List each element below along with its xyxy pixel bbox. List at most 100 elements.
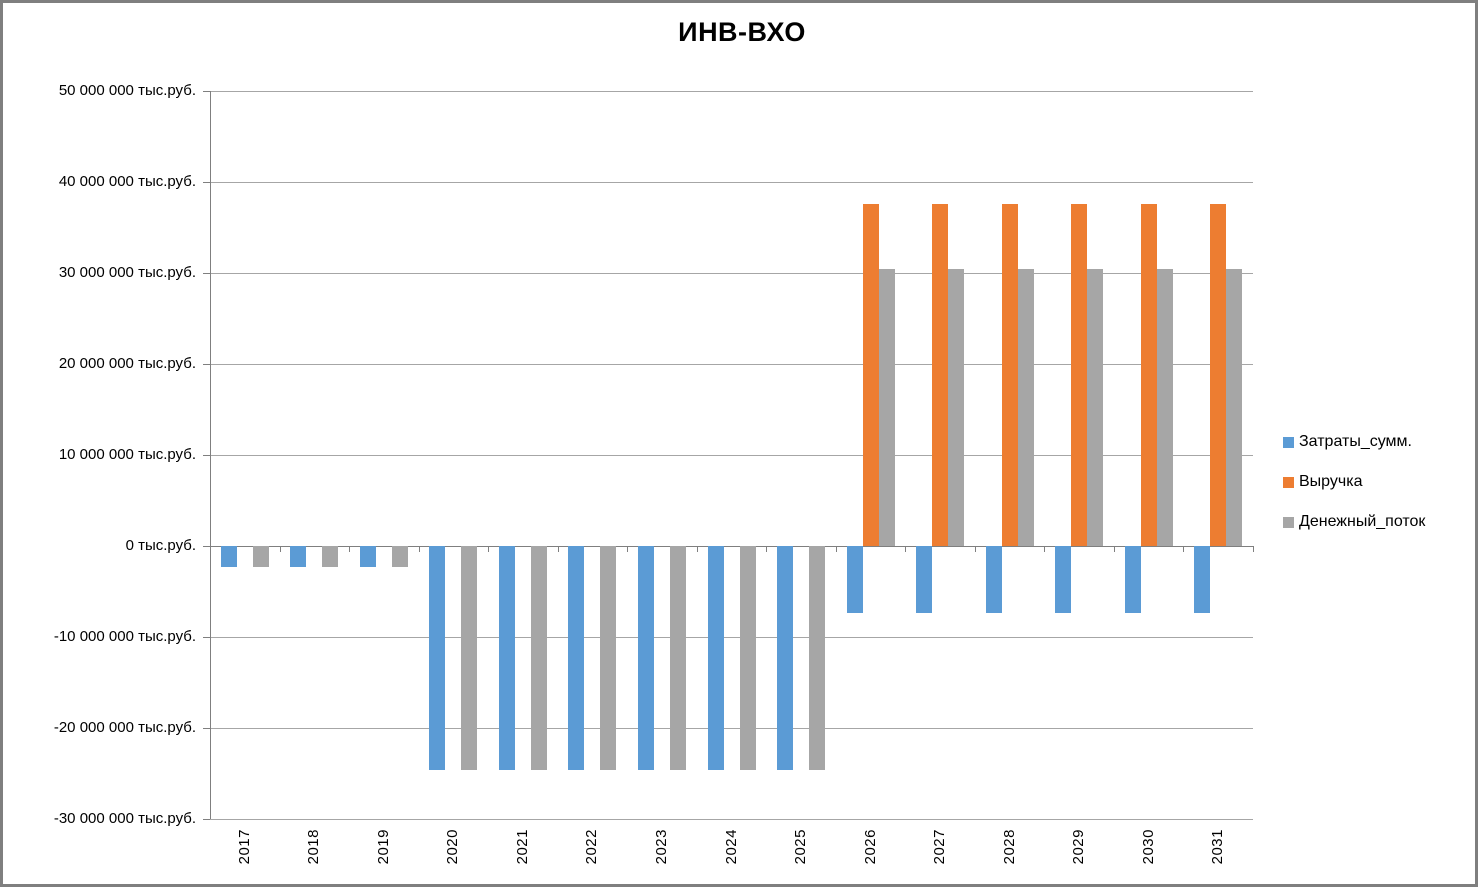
- x-axis-label: 2022: [583, 829, 601, 865]
- legend-label: Затраты_сумм.: [1299, 433, 1412, 450]
- x-axis-tick: [488, 546, 490, 552]
- x-axis-tick: [1044, 546, 1046, 552]
- gridline: [210, 272, 1253, 274]
- x-axis-label: 2023: [652, 829, 670, 865]
- bar-2025: [777, 546, 794, 770]
- gridline: [210, 363, 1253, 365]
- bar-2030: [1124, 546, 1141, 614]
- x-axis-label: 2029: [1070, 829, 1088, 865]
- y-axis-line: [210, 91, 211, 819]
- x-axis-tick: [1113, 546, 1115, 552]
- legend-label: Выручка: [1299, 473, 1363, 490]
- bar-2019: [391, 546, 408, 567]
- x-axis-tick: [835, 546, 837, 552]
- legend-swatch-icon: [1283, 476, 1294, 488]
- gridline: [210, 181, 1253, 183]
- bar-2018: [322, 546, 339, 567]
- x-axis-label: 2018: [305, 829, 323, 865]
- bar-2029: [1087, 269, 1104, 546]
- legend-item: Денежный_поток: [1283, 513, 1425, 531]
- x-axis-tick: [418, 546, 420, 552]
- x-axis-label: 2024: [722, 829, 740, 865]
- y-axis-tick: [203, 454, 210, 456]
- y-axis-tick-label: 40 000 000 тыс.руб.: [58, 173, 196, 190]
- legend-label: Денежный_поток: [1299, 513, 1426, 530]
- y-axis-tick-label: -30 000 000 тыс.руб.: [53, 810, 196, 827]
- y-axis-tick-label: 0 тыс.руб.: [125, 537, 196, 554]
- gridline: [210, 90, 1253, 92]
- x-axis-tick: [905, 546, 907, 552]
- y-axis-tick: [203, 636, 210, 638]
- x-axis-tick: [210, 546, 211, 552]
- x-axis-tick: [696, 546, 698, 552]
- gridline: [210, 636, 1253, 638]
- x-axis-label: 2027: [931, 829, 949, 865]
- y-axis-tick-label: 10 000 000 тыс.руб.: [58, 446, 196, 463]
- y-axis-tick-label: 50 000 000 тыс.руб.: [58, 82, 196, 99]
- bar-2028: [1001, 203, 1018, 546]
- x-axis-tick: [766, 546, 768, 552]
- x-axis-label: 2019: [374, 829, 392, 865]
- bar-2023: [637, 546, 654, 770]
- x-axis-tick: [627, 546, 629, 552]
- x-axis-tick: [974, 546, 976, 552]
- bar-2017: [220, 546, 237, 567]
- bar-2022: [568, 546, 585, 770]
- bar-2024: [707, 546, 724, 770]
- legend-swatch-icon: [1283, 516, 1294, 528]
- x-axis-tick: [349, 546, 351, 552]
- bar-2031: [1210, 203, 1227, 546]
- x-axis-tick: [1183, 546, 1185, 552]
- bar-2018: [290, 546, 307, 567]
- bar-2023: [669, 546, 686, 770]
- y-axis-tick-label: 30 000 000 тыс.руб.: [58, 264, 196, 281]
- gridline: [210, 818, 1253, 820]
- legend-item: Выручка: [1283, 473, 1425, 491]
- legend: Затраты_сумм. Выручка Денежный_поток: [1283, 433, 1425, 531]
- x-axis-label: 2017: [235, 829, 253, 865]
- y-axis-tick: [203, 272, 210, 274]
- y-axis-tick-label: 20 000 000 тыс.руб.: [58, 355, 196, 372]
- bar-2029: [1071, 203, 1088, 546]
- bar-2026: [862, 203, 879, 546]
- bar-2020: [429, 546, 446, 770]
- x-axis-label: 2021: [513, 829, 531, 865]
- bar-2021: [530, 546, 547, 770]
- x-axis-label: 2031: [1209, 829, 1227, 865]
- x-axis-tick: [557, 546, 559, 552]
- bar-2031: [1194, 546, 1211, 614]
- bar-2027: [932, 203, 949, 546]
- x-axis-label: 2025: [792, 829, 810, 865]
- legend-swatch-icon: [1283, 436, 1294, 448]
- zero-gridline: [210, 545, 1253, 547]
- bar-2021: [498, 546, 515, 770]
- y-axis-tick-label: -10 000 000 тыс.руб.: [53, 628, 196, 645]
- bar-2019: [359, 546, 376, 567]
- bar-2025: [809, 546, 826, 770]
- chart-title: ИНВ-ВХО: [678, 17, 806, 47]
- bar-2027: [916, 546, 933, 614]
- x-axis-tick: [1253, 546, 1254, 552]
- gridline: [210, 727, 1253, 729]
- x-axis-label: 2020: [444, 829, 462, 865]
- bar-2022: [600, 546, 617, 770]
- bar-2028: [1017, 269, 1034, 546]
- bar-2020: [461, 546, 478, 770]
- bar-2028: [985, 546, 1002, 614]
- x-axis-label: 2028: [1000, 829, 1018, 865]
- y-axis-tick: [203, 727, 210, 729]
- y-axis-tick: [203, 363, 210, 365]
- bar-2030: [1156, 269, 1173, 546]
- legend-item: Затраты_сумм.: [1283, 433, 1425, 451]
- y-axis-tick: [203, 181, 210, 183]
- bar-2027: [948, 269, 965, 546]
- bar-2029: [1055, 546, 1072, 614]
- bar-2026: [878, 269, 895, 546]
- bar-2031: [1226, 269, 1243, 546]
- x-axis-tick: [279, 546, 281, 552]
- bar-2024: [739, 546, 756, 770]
- x-axis-label: 2030: [1139, 829, 1157, 865]
- bar-2017: [252, 546, 269, 567]
- y-axis-tick: [203, 90, 210, 92]
